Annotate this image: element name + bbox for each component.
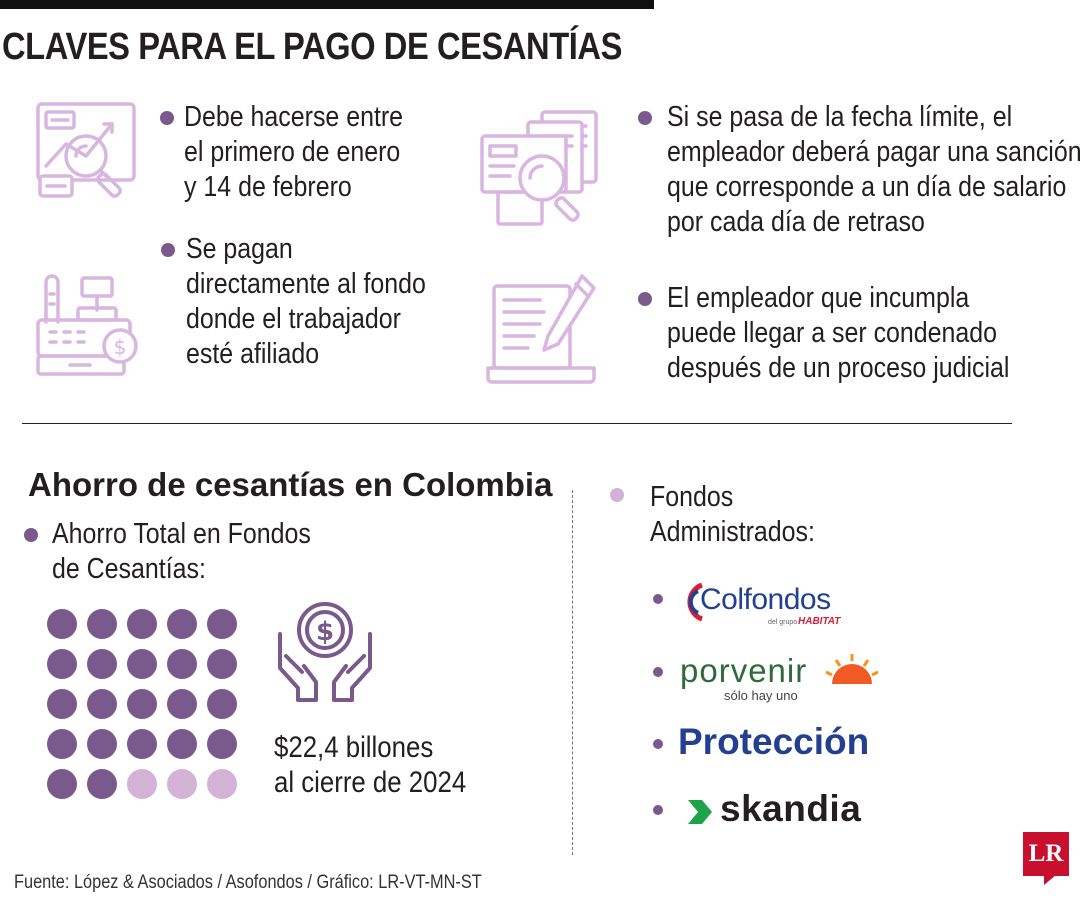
source-note: Fuente: López & Asociados / Asofondos / … bbox=[14, 872, 482, 893]
hands-coin-icon: $ bbox=[278, 602, 372, 702]
key-text-2: Se pagan directamente al fondo donde el tr… bbox=[186, 233, 426, 370]
skandia-logo: skandia bbox=[686, 788, 886, 834]
svg-text:$: $ bbox=[316, 617, 334, 647]
savings-dot-filled bbox=[47, 729, 77, 759]
fund-bullet bbox=[653, 594, 663, 604]
documents-search-icon bbox=[480, 110, 598, 226]
savings-dot-filled bbox=[87, 729, 117, 759]
proteccion-logo: Protección bbox=[678, 721, 870, 762]
sun-icon bbox=[825, 654, 879, 684]
savings-dot-filled bbox=[47, 769, 77, 799]
savings-dot-filled bbox=[87, 689, 117, 719]
colfondos-logo: Colfondos del grupo HABITAT bbox=[676, 577, 866, 633]
savings-dot-empty bbox=[207, 769, 237, 799]
savings-label: Ahorro Total en Fondos de Cesantías: bbox=[52, 518, 311, 585]
savings-amount: $22,4 billones bbox=[274, 731, 434, 764]
svg-text:$: $ bbox=[114, 335, 127, 359]
fund-bullet bbox=[653, 667, 663, 677]
section-divider bbox=[22, 423, 1012, 424]
lr-logo: LR bbox=[1023, 832, 1069, 876]
savings-dot-filled bbox=[207, 609, 237, 639]
funds-label: Fondos Administrados: bbox=[650, 481, 815, 548]
savings-dot-filled bbox=[87, 649, 117, 679]
cash-register-icon: $ bbox=[36, 274, 138, 376]
vertical-divider bbox=[572, 490, 573, 855]
savings-bullet bbox=[24, 528, 38, 542]
savings-dot-empty bbox=[127, 769, 157, 799]
savings-dot-filled bbox=[87, 609, 117, 639]
savings-dot-filled bbox=[47, 689, 77, 719]
funds-bullet bbox=[610, 488, 624, 502]
key-bullet bbox=[161, 243, 175, 257]
magnifier-chart-icon bbox=[36, 102, 136, 198]
key-bullet bbox=[160, 111, 174, 125]
savings-dot-filled bbox=[127, 649, 157, 679]
savings-dot-filled bbox=[127, 689, 157, 719]
savings-dot-filled bbox=[167, 609, 197, 639]
colfondos-mark-icon bbox=[687, 582, 704, 622]
key-text-3: Si se pasa de la fecha límite, el emplead… bbox=[667, 101, 1080, 238]
savings-subtitle: Ahorro de cesantías en Colombia bbox=[28, 466, 553, 503]
savings-amount-note: al cierre de 2024 bbox=[274, 766, 467, 799]
savings-dot-filled bbox=[207, 689, 237, 719]
contract-pen-icon bbox=[486, 274, 596, 384]
lr-logo-tail-icon bbox=[1044, 875, 1056, 885]
savings-dot-filled bbox=[47, 609, 77, 639]
savings-dot-filled bbox=[207, 729, 237, 759]
key-bullet bbox=[638, 292, 652, 306]
page-title: CLAVES PARA EL PAGO DE CESANTÍAS bbox=[2, 26, 622, 68]
savings-dot-empty bbox=[167, 769, 197, 799]
savings-dot-filled bbox=[127, 609, 157, 639]
savings-dot-filled bbox=[207, 649, 237, 679]
savings-dot-filled bbox=[167, 649, 197, 679]
savings-dot-filled bbox=[167, 689, 197, 719]
fund-bullet bbox=[653, 739, 663, 749]
fund-bullet bbox=[653, 805, 663, 815]
savings-dot-filled bbox=[47, 649, 77, 679]
savings-dot-filled bbox=[127, 729, 157, 759]
key-text-4: El empleador que incumpla puede llegar a … bbox=[667, 282, 1010, 384]
savings-dot-filled bbox=[167, 729, 197, 759]
porvenir-logo: porvenir sólo hay uno bbox=[680, 650, 880, 706]
savings-dot-grid bbox=[47, 609, 247, 809]
savings-dot-filled bbox=[87, 769, 117, 799]
key-text-1: Debe hacerse entre el primero de enero y 1… bbox=[184, 101, 404, 203]
skandia-mark-icon bbox=[688, 800, 712, 824]
key-bullet bbox=[638, 111, 652, 125]
top-bar bbox=[0, 0, 654, 9]
